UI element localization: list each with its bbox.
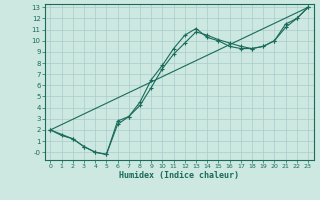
X-axis label: Humidex (Indice chaleur): Humidex (Indice chaleur) <box>119 171 239 180</box>
